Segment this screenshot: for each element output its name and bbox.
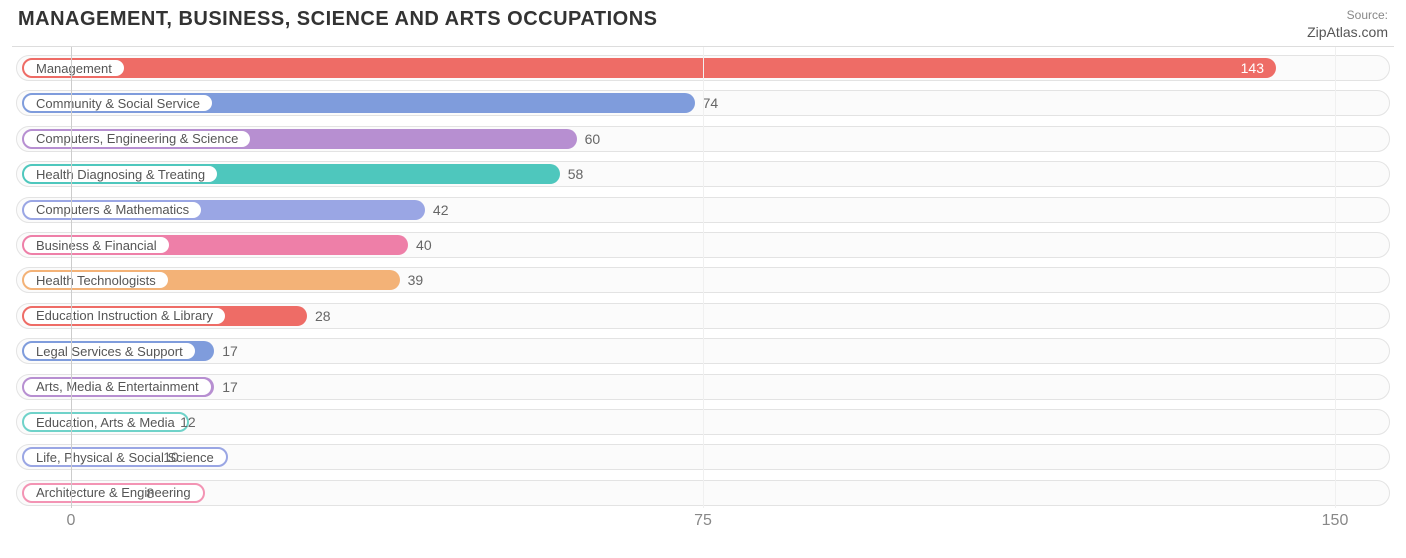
bar-value: 12 [172,412,196,432]
bar-label-pill: Legal Services & Support [22,341,197,361]
bar-label-pill: Education, Arts & Media [22,412,189,432]
chart-title: MANAGEMENT, BUSINESS, SCIENCE AND ARTS O… [18,8,657,31]
bar-label-pill: Health Technologists [22,270,170,290]
bar-value: 17 [214,377,238,397]
chart-container: MANAGEMENT, BUSINESS, SCIENCE AND ARTS O… [0,0,1406,558]
chart-header: MANAGEMENT, BUSINESS, SCIENCE AND ARTS O… [12,8,1394,46]
bar-value: 8 [138,483,154,503]
bar-value: 58 [560,164,584,184]
bar-value: 39 [400,270,424,290]
bar-value: 28 [307,306,331,326]
chart-source: Source: ZipAtlas.com [1307,8,1388,40]
source-value: ZipAtlas.com [1307,24,1388,40]
x-tick: 0 [67,512,76,534]
bar-label-pill: Business & Financial [22,235,171,255]
source-label: Source: [1347,8,1388,22]
bar-value: 60 [577,129,601,149]
bar-value: 143 [29,58,1276,78]
bar-label-pill: Computers, Engineering & Science [22,129,252,149]
bar-label-pill: Community & Social Service [22,93,214,113]
bar-label-pill: Education Instruction & Library [22,306,227,326]
bar-value: 10 [155,447,179,467]
bar-value: 40 [408,235,432,255]
bar-label-pill: Architecture & Engineering [22,483,205,503]
gridline [1335,47,1336,508]
x-tick: 150 [1322,512,1349,534]
zero-line [71,47,72,508]
bar-label-pill: Life, Physical & Social Science [22,447,228,467]
gridline [703,47,704,508]
x-tick: 75 [694,512,712,534]
bar-value: 74 [695,93,719,113]
bar-label-pill: Computers & Mathematics [22,200,203,220]
bar-value: 17 [214,341,238,361]
bar-value: 42 [425,200,449,220]
plot-area: Management143Community & Social Service7… [12,46,1394,534]
bar-label-pill: Arts, Media & Entertainment [22,377,213,397]
bar-label-pill: Health Diagnosing & Treating [22,164,219,184]
